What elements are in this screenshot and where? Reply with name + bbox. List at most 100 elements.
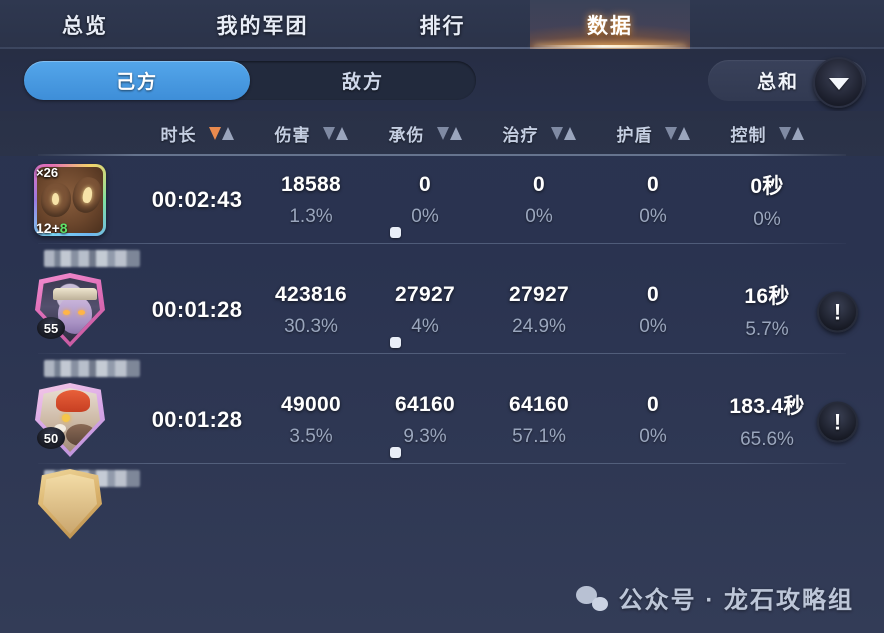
avatar[interactable] <box>38 469 102 539</box>
row-divider <box>38 243 846 244</box>
nav-tab-data[interactable]: 数据 <box>530 0 690 49</box>
cell-value: 00:01:28 <box>151 297 243 322</box>
player-name-redacted <box>44 250 140 267</box>
cell-percent: 0% <box>525 205 553 227</box>
column-header-duration[interactable]: 时长 <box>140 121 254 146</box>
cell-shield: 0 0% <box>596 173 710 228</box>
filter-bar: 己方 敌方 总和 <box>0 49 884 111</box>
exclamation-icon: ! <box>833 409 842 435</box>
row-indicator-dot[interactable] <box>390 337 401 348</box>
avatar-cell[interactable]: 55 <box>0 273 140 347</box>
cell-control: 183.4秒 65.6% <box>710 390 824 451</box>
segment-own-side[interactable]: 己方 <box>24 60 250 100</box>
segment-enemy-side[interactable]: 敌方 <box>250 61 476 100</box>
item-count-badge: ×26 <box>36 165 59 180</box>
column-header-damage[interactable]: 伤害 <box>254 121 368 146</box>
exclamation-icon: ! <box>833 299 842 325</box>
cell-value: 64160 <box>509 392 569 416</box>
cell-value: 0 <box>647 172 659 196</box>
cell-damage: 423816 30.3% <box>254 283 368 338</box>
wechat-icon <box>575 585 608 611</box>
nav-tab-ranking[interactable]: 排行 <box>355 0 530 49</box>
chevron-glyph <box>828 78 849 90</box>
cell-percent: 24.9% <box>512 315 566 337</box>
row-info-button[interactable]: ! <box>817 291 858 333</box>
column-label: 控制 <box>730 126 767 145</box>
row-info-button[interactable]: ! <box>817 401 858 443</box>
cell-percent: 0% <box>753 208 781 230</box>
nav-tab-label: 我的军团 <box>216 14 309 38</box>
avatar[interactable]: 55 <box>35 273 105 347</box>
column-header-control[interactable]: 控制 <box>710 121 824 146</box>
cell-healing: 27927 24.9% <box>482 283 596 338</box>
chevron-down-icon[interactable] <box>813 57 864 108</box>
column-header-healing[interactable]: 治疗 <box>482 121 596 146</box>
watermark: 公众号 · 龙石攻略组 <box>575 580 854 615</box>
cell-percent: 9.3% <box>403 425 447 447</box>
player-name-redacted <box>44 360 140 377</box>
cell-damage: 18588 1.3% <box>254 173 368 228</box>
cell-value: 0 <box>647 282 659 306</box>
cell-percent: 3.5% <box>289 425 333 447</box>
stats-row-list[interactable]: ×26 12+8 00:02:43 18588 1.3% 0 0% 0 <box>0 156 884 576</box>
row-divider <box>38 463 846 464</box>
nav-tab-label: 排行 <box>419 14 466 38</box>
cell-percent: 4% <box>411 315 439 337</box>
cell-percent: 65.6% <box>740 428 794 450</box>
cell-control: 0秒 0% <box>710 170 824 231</box>
sort-toggle-icon[interactable] <box>322 127 348 140</box>
sort-toggle-icon[interactable] <box>436 127 462 140</box>
cell-value: 00:02:43 <box>151 187 243 212</box>
table-row[interactable] <box>0 464 884 544</box>
aggregate-dropdown[interactable]: 总和 <box>708 57 866 108</box>
cell-value: 423816 <box>275 282 347 306</box>
table-row[interactable]: 50 00:01:28 49000 3.5% 64160 9.3% 64160 … <box>0 354 884 464</box>
row-indicator-dot[interactable] <box>390 447 401 458</box>
cell-damage-taken: 27927 4% <box>368 283 482 338</box>
cell-value: 00:01:28 <box>151 407 243 432</box>
cell-percent: 0% <box>639 315 667 337</box>
sort-toggle-icon[interactable] <box>778 127 804 140</box>
cell-percent: 57.1% <box>512 425 566 447</box>
avatar[interactable]: ×26 12+8 <box>34 164 106 236</box>
table-row[interactable]: 55 00:01:28 423816 30.3% 27927 4% 27927 … <box>0 244 884 354</box>
nav-tab-my-legion[interactable]: 我的军团 <box>170 0 355 49</box>
sort-toggle-icon[interactable] <box>550 127 576 140</box>
avatar-cell[interactable]: 50 <box>0 383 140 457</box>
column-label: 时长 <box>160 126 197 145</box>
cell-duration: 00:01:28 <box>140 297 254 323</box>
cell-value: 27927 <box>395 282 455 306</box>
cell-percent: 30.3% <box>284 315 338 337</box>
side-segmented-control: 己方 敌方 <box>24 60 476 100</box>
nav-tab-label: 数据 <box>587 14 633 38</box>
column-label: 护盾 <box>616 126 653 145</box>
cell-control: 16秒 5.7% <box>710 280 824 341</box>
avatar-cell[interactable] <box>0 469 140 539</box>
cell-value: 183.4秒 <box>729 394 805 418</box>
cell-shield: 0 0% <box>596 393 710 448</box>
column-label: 承伤 <box>388 126 425 145</box>
cell-value: 0 <box>647 392 659 416</box>
nav-tab-overview[interactable]: 总览 <box>0 0 170 49</box>
row-indicator-dot[interactable] <box>390 227 401 238</box>
cell-damage-taken: 64160 9.3% <box>368 393 482 448</box>
sort-toggle-icon[interactable] <box>664 127 690 140</box>
hero-level-badge: 55 <box>37 317 65 339</box>
segment-label: 敌方 <box>341 71 384 93</box>
cell-healing: 0 0% <box>482 173 596 228</box>
sort-toggle-icon[interactable] <box>208 127 234 140</box>
cell-percent: 0% <box>411 205 439 227</box>
table-row[interactable]: ×26 12+8 00:02:43 18588 1.3% 0 0% 0 <box>0 156 884 244</box>
column-header-damage-taken[interactable]: 承伤 <box>368 121 482 146</box>
nav-tab-label: 总览 <box>62 14 108 38</box>
item-level-badge: 12+8 <box>36 220 68 236</box>
cell-percent: 0% <box>639 425 667 447</box>
avatar[interactable]: 50 <box>35 383 105 457</box>
cell-duration: 00:02:43 <box>140 187 254 213</box>
column-header-shield[interactable]: 护盾 <box>596 121 710 146</box>
cell-value: 49000 <box>281 392 341 416</box>
avatar-cell[interactable]: ×26 12+8 <box>0 164 140 236</box>
cell-value: 0秒 <box>750 174 784 198</box>
table-column-headers: 时长 伤害 承伤 治疗 护盾 控制 <box>0 111 884 156</box>
